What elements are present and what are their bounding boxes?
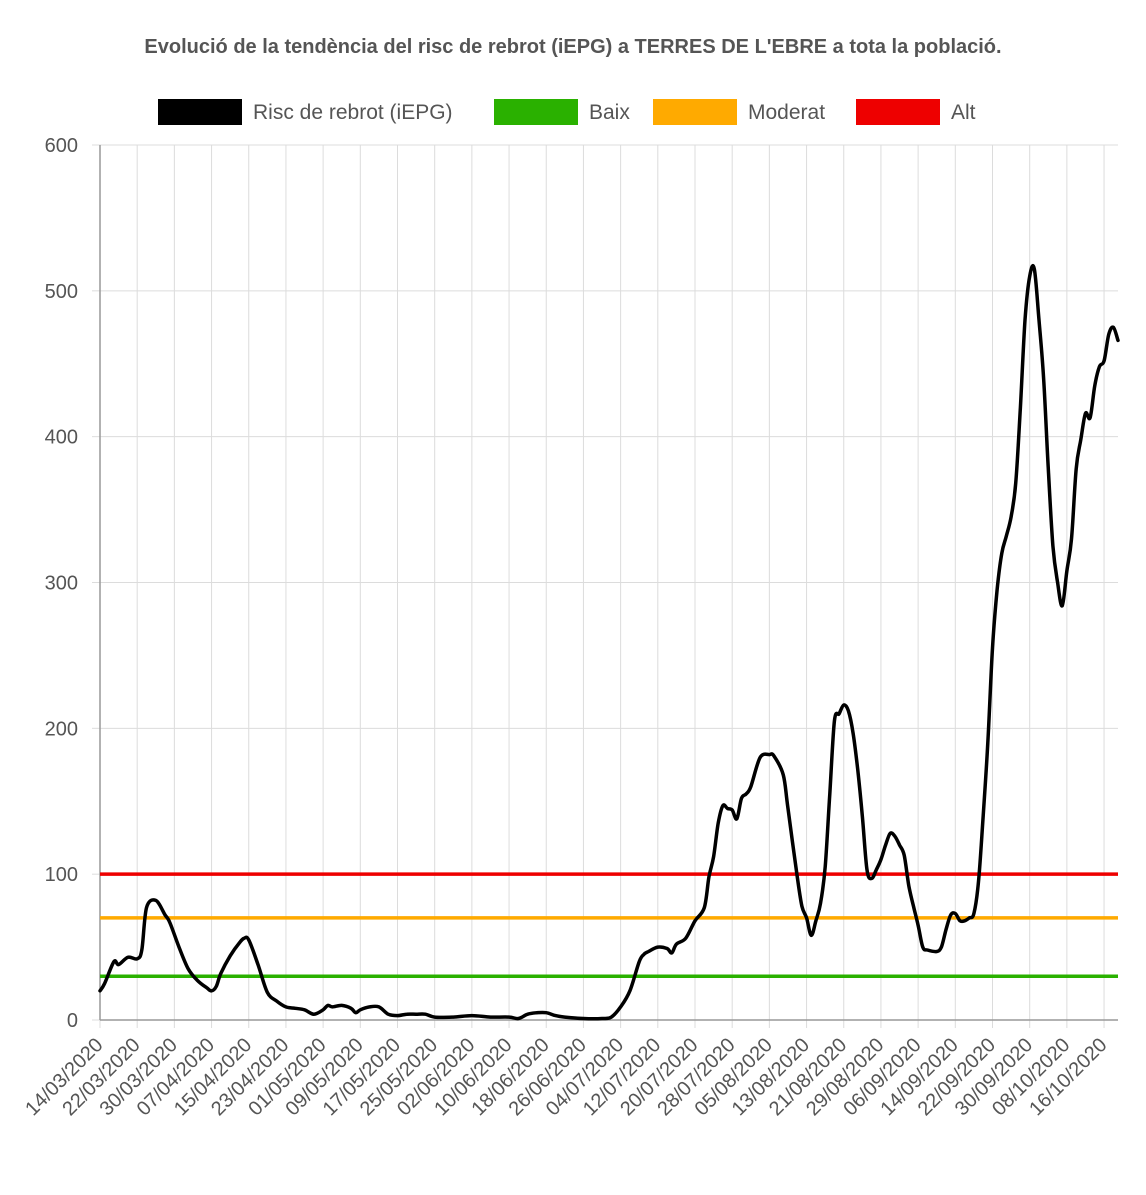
series-line-iepg: [98, 264, 1120, 1021]
y-tick-label: 400: [45, 427, 78, 449]
legend: Risc de rebrot (iEPG) Baix Moderat Alt: [158, 99, 976, 125]
threshold-lines: [100, 872, 1118, 978]
legend-label-0: Risc de rebrot (iEPG): [253, 101, 453, 124]
grid: [92, 144, 1118, 1028]
legend-swatch-0: [158, 99, 242, 125]
axes: 010020030040050060014/03/202022/03/20203…: [21, 135, 1118, 1120]
y-tick-label: 600: [45, 135, 78, 157]
legend-label-1: Baix: [589, 101, 630, 124]
y-tick-label: 100: [45, 864, 78, 886]
series-lines: [98, 264, 1120, 1021]
y-tick-label: 300: [45, 573, 78, 595]
y-tick-label: 200: [45, 718, 78, 740]
legend-label-2: Moderat: [748, 101, 825, 124]
y-tick-label: 500: [45, 281, 78, 303]
legend-label-3: Alt: [951, 101, 976, 124]
chart-title: Evolució de la tendència del risc de reb…: [144, 36, 1001, 58]
legend-swatch-2: [653, 99, 737, 125]
legend-swatch-1: [494, 99, 578, 125]
y-tick-label: 0: [67, 1010, 78, 1032]
legend-swatch-3: [856, 99, 940, 125]
